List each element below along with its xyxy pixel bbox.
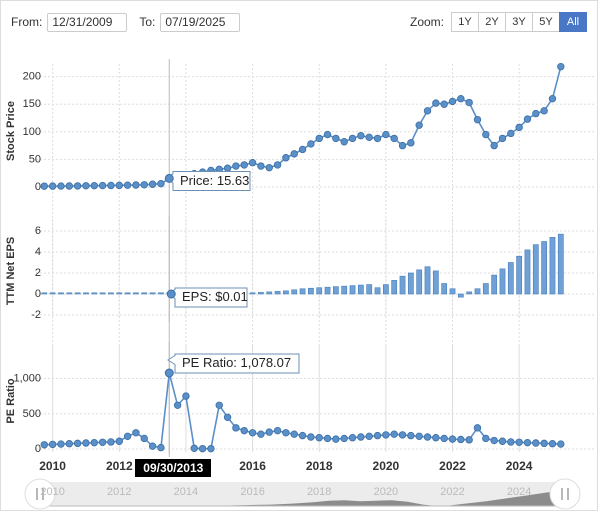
svg-text:0: 0 xyxy=(35,181,41,193)
svg-text:Price: 15.63: Price: 15.63 xyxy=(180,173,249,188)
svg-text:EPS: $0.01: EPS: $0.01 xyxy=(182,289,248,304)
svg-text:PE Ratio: PE Ratio xyxy=(5,378,17,424)
svg-text:Stock Price: Stock Price xyxy=(5,101,17,161)
svg-text:500: 500 xyxy=(23,408,41,420)
svg-text:0: 0 xyxy=(35,288,41,300)
svg-text:-2: -2 xyxy=(31,309,41,321)
svg-text:200: 200 xyxy=(23,71,41,83)
svg-text:0: 0 xyxy=(35,443,41,455)
svg-text:50: 50 xyxy=(29,153,41,165)
svg-text:150: 150 xyxy=(23,98,41,110)
svg-text:1,000: 1,000 xyxy=(13,373,41,385)
svg-text:100: 100 xyxy=(23,126,41,138)
svg-text:2: 2 xyxy=(35,267,41,279)
svg-text:6: 6 xyxy=(35,225,41,237)
svg-text:4: 4 xyxy=(35,246,41,258)
svg-text:TTM Net EPS: TTM Net EPS xyxy=(5,237,17,305)
svg-text:PE Ratio: 1,078.07: PE Ratio: 1,078.07 xyxy=(182,355,291,370)
